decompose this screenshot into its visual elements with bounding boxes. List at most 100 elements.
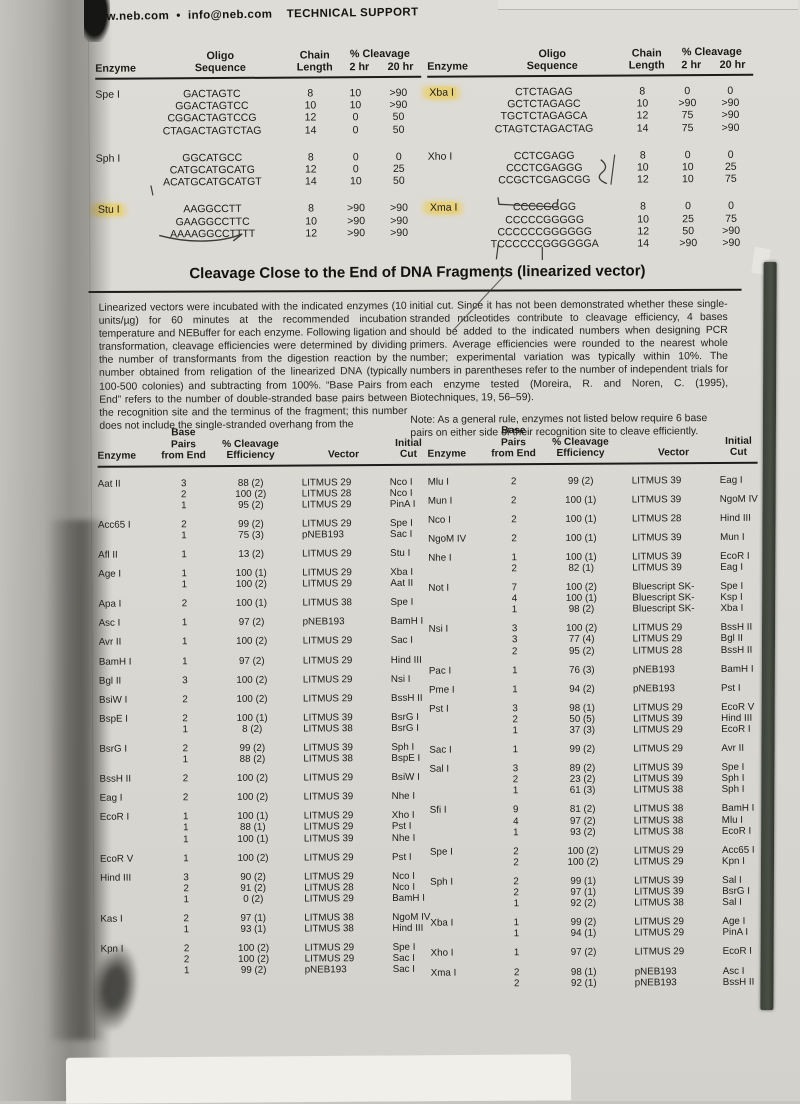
- table-cell: 1: [512, 785, 519, 797]
- enzyme-name: Pac I: [428, 665, 452, 677]
- table-cell: Sac I: [389, 528, 413, 540]
- table-cell: 99 (2): [240, 965, 267, 977]
- table-cell: LITMUS 29: [303, 821, 354, 833]
- intro-paragraph-right-text: initial cut. Since it has not been demon…: [409, 298, 729, 404]
- table-row: 2 100 (2) LITMUS 29 Kpn I: [490, 856, 760, 869]
- table-cell: BssH II: [720, 622, 753, 634]
- table-cell: LITMUS 38: [633, 803, 684, 815]
- table-cell: 92 (1): [570, 977, 597, 989]
- table-cell: Nhe I: [391, 832, 416, 844]
- table-cell: 100 (1): [565, 592, 597, 605]
- column-header-vector: Vector: [657, 447, 690, 459]
- table-row: 2 100 (2) LITMUS 29 BsiW I: [159, 772, 429, 785]
- table-cell: 12: [636, 109, 649, 122]
- table-cell: Eag I: [719, 474, 743, 486]
- table-cell: >90: [678, 97, 697, 110]
- table-cell: LITMUS 39: [632, 551, 682, 563]
- table-cell: 99 (2): [239, 742, 266, 754]
- table-cell: BssH II: [390, 692, 423, 704]
- table-cell: 0: [352, 163, 359, 176]
- table-cell: 14: [636, 122, 649, 135]
- table-row: 1 61 (3) LITMUS 38 Sph I: [490, 784, 760, 797]
- table-cell: 100 (1): [565, 494, 597, 506]
- table-cell: >90: [721, 109, 740, 122]
- table-cell: LITMUS 29: [302, 654, 353, 667]
- table-cell: 98 (1): [570, 966, 597, 978]
- enzyme-name: Avr II: [98, 637, 122, 649]
- table-body: Spe I GACTAGTC 8 10 >90 GGACTAGTCC 10 10 >90 CGGA…: [95, 78, 422, 241]
- table-cell: 1: [512, 683, 518, 695]
- table-cell: 97 (2): [570, 947, 597, 959]
- page-top-edge: [498, 0, 798, 10]
- table-cell: LITMUS 39: [634, 875, 684, 887]
- enzyme-group: Xma I 2 98 (1) pNEB193 Asc I 2 92 (1) pNEB193 Bs…: [431, 965, 761, 989]
- table-cell: 100 (2): [237, 942, 270, 955]
- table-row: 2 100 (1) LITMUS 38 Spe I: [158, 597, 428, 610]
- enzyme-group: Xho I 1 97 (2) LITMUS 29 EcoR I: [431, 946, 761, 959]
- table-cell: LITMUS 29: [633, 724, 683, 736]
- table-cell: 88 (2): [237, 477, 264, 489]
- table-cell: 50: [682, 224, 695, 238]
- column-header-chain-length: Chain Length: [628, 47, 665, 72]
- enzyme-group: Xba I 1 99 (2) LITMUS 29 Age I 1 94 (1) LITMUS …: [430, 916, 760, 940]
- table-cell: 1: [181, 530, 187, 542]
- column-header-enzyme: Enzyme: [427, 448, 467, 460]
- table-cell: LITMUS 29: [304, 893, 354, 905]
- table-cell: CCCCGGGG: [512, 201, 577, 214]
- table-cell: 2: [182, 713, 188, 725]
- table-cell: 95 (2): [238, 499, 264, 511]
- table-cell: 8: [639, 149, 646, 162]
- table-cell: CTAGACTAGTCTAG: [162, 124, 262, 137]
- table-cell: Sac I: [392, 964, 416, 976]
- table-row: 1 100 (2) LITMUS 29 Sac I: [159, 635, 429, 648]
- enzyme-group: Mlu I 2 99 (2) LITMUS 39 Eag I: [428, 474, 758, 487]
- enzyme-group: Spe I GACTAGTC 8 10 >90 GGACTAGTCC 10 10 >90 CGGA…: [95, 87, 421, 138]
- column-header-enzyme: Enzyme: [97, 450, 137, 462]
- enzyme-name: Xho I: [427, 150, 453, 163]
- table-cell: 91 (2): [240, 882, 267, 894]
- enzyme-name: BsrG I: [99, 743, 128, 755]
- table-cell: TGCTCTAGAGCA: [500, 110, 588, 123]
- table-cell: 12: [304, 163, 317, 176]
- table-cell: LITMUS 38: [302, 597, 353, 609]
- column-header-enzyme: Enzyme: [427, 60, 469, 73]
- enzyme-group: Bgl II 3 100 (2) LITMUS 29 Nsi I: [99, 673, 429, 686]
- table-cell: 75: [681, 121, 694, 134]
- enzyme-group: Nhe I 1 100 (1) LITMUS 39 EcoR I 2 82 (1) LITMU…: [428, 551, 758, 575]
- table-cell: BsiW I: [391, 772, 420, 784]
- enzyme-name: BssH II: [99, 773, 132, 785]
- table-cell: AAAAGGCCTTTT: [170, 227, 256, 241]
- table-cell: CCTCGAGG: [513, 149, 575, 163]
- table-cell: 100 (2): [236, 772, 269, 785]
- table-cell: LITMUS 29: [633, 743, 683, 755]
- end-cleavage-table-left: Enzyme Base Pairs from End % Cleavage Effi…: [97, 425, 430, 986]
- column-header-chain-length: Chain Length: [296, 49, 333, 74]
- enzyme-name: EcoR I: [99, 811, 130, 824]
- table-cell: 75 (3): [238, 529, 264, 541]
- table-cell: 100 (2): [236, 636, 268, 648]
- enzyme-group: Xma I CCCCGGGG 8 0 0 CCCCCGGGGG 10 25 75 CCCCCCGG…: [427, 200, 754, 251]
- table-cell: LITMUS 39: [303, 712, 353, 724]
- table-cell: 1: [181, 499, 187, 511]
- table-cell: EcoR I: [722, 946, 753, 958]
- table-cell: LITMUS 29: [304, 942, 355, 954]
- table-cell: 1: [512, 725, 518, 737]
- table-cell: LITMUS 29: [301, 476, 352, 489]
- table-cell: 100 (2): [566, 623, 598, 635]
- table-cell: 8: [308, 202, 314, 215]
- enzyme-group: Sal I 3 89 (2) LITMUS 39 Spe I 2 23 (2) LITMUS …: [429, 762, 759, 797]
- table-cell: 3: [180, 477, 187, 489]
- table-cell: 10: [681, 161, 694, 174]
- table-cell: Age I: [722, 916, 746, 928]
- table-cell: 50: [392, 123, 405, 136]
- table-cell: 2: [182, 743, 189, 755]
- table-cell: 100 (1): [237, 833, 269, 845]
- table-cell: 2: [511, 645, 518, 657]
- table-cell: 23 (2): [569, 774, 596, 786]
- table-header-row: Enzyme Base Pairs from End % Cleavage Effi…: [97, 425, 428, 468]
- enzyme-name: Spe I: [429, 846, 453, 858]
- table-cell: pNEB193: [302, 616, 345, 628]
- table-cell: 100 (2): [235, 488, 267, 500]
- table-cell: LITMUS 28: [301, 487, 352, 500]
- table-cell: >90: [390, 214, 409, 227]
